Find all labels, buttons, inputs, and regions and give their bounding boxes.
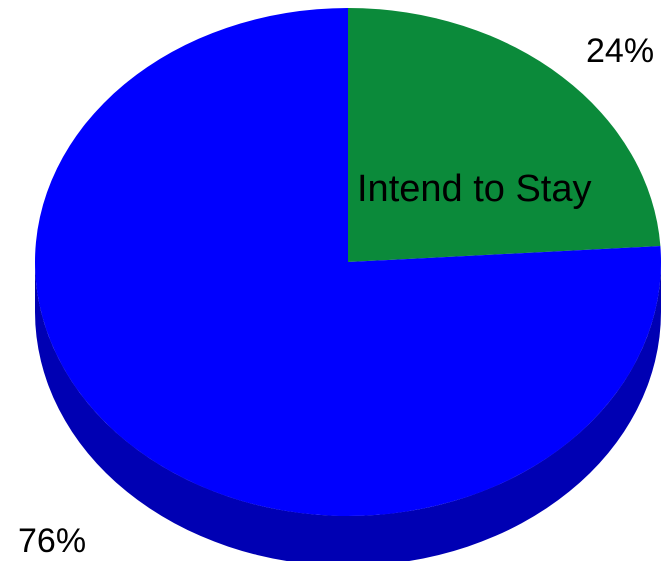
- pie-side-wall: [35, 262, 661, 561]
- pie-depth-layer: [35, 262, 661, 561]
- pie-slice-other: [34, 8, 662, 516]
- slice-name-label-intend-to-stay: Intend to Stay: [357, 168, 592, 210]
- pie-slice-intend-to-stay: [348, 8, 661, 262]
- pie-top-layer: [34, 8, 662, 516]
- slice-value-label-other: 76%: [18, 522, 86, 560]
- slice-value-label-intend-to-stay: 24%: [586, 32, 654, 70]
